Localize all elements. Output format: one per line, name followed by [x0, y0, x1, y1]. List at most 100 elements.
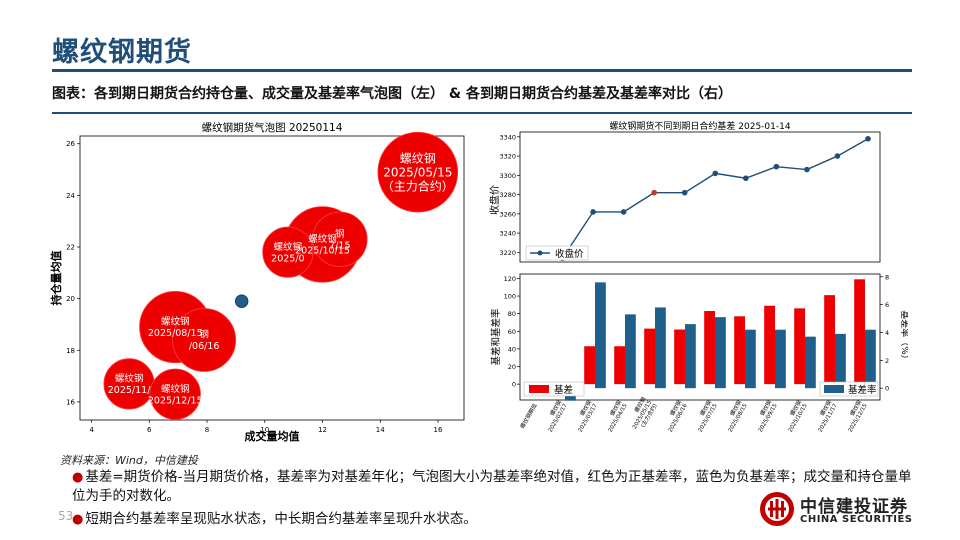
- bar-legend-basis: 基差: [554, 384, 573, 396]
- bar-basis: [824, 295, 835, 385]
- bar-legend-rate: 基差率: [848, 384, 877, 396]
- basis-line-chart: 螺纹钢期货不同到期日合约基差 2025-01-14 收盘价 3220 3240 32…: [488, 120, 881, 263]
- bar-ylabel: 基差和基差率: [490, 308, 502, 366]
- bar-basis: [794, 308, 805, 385]
- bubble-label: 螺纹钢: [161, 383, 190, 395]
- bar-y2-tick-label: 6: [885, 301, 889, 309]
- bar-basis: [674, 329, 685, 385]
- bubble-label: 钢: [335, 228, 345, 240]
- line-y-tick-label: 3220: [499, 249, 516, 257]
- line-point: [865, 135, 871, 142]
- bubble-label: 钢: [199, 329, 209, 341]
- line-y-tick-label: 3240: [499, 230, 516, 238]
- bubble-label: 2025/11/: [108, 385, 151, 396]
- bar-y2-tick-label: 0: [885, 385, 889, 393]
- note-conclusion-text: 短期合约基差率呈现贴水状态，中长期合约基差率呈现升水状态。: [85, 511, 477, 527]
- bubble-xlabel: 成交量均值: [245, 429, 300, 443]
- page-number: 53: [58, 509, 74, 523]
- source-note: 资料来源：Wind，中信建投: [60, 454, 198, 467]
- bubble-x-tick-label: 8: [205, 426, 209, 434]
- logo-emblem-icon: [760, 492, 794, 526]
- bubble-label: 2025/08/15: [148, 328, 203, 339]
- bar-plot-frame: [519, 273, 881, 401]
- bar-legend-left: 基差: [523, 381, 585, 397]
- bubble-label: （主力合约）: [382, 178, 454, 193]
- line-series-path: [531, 138, 869, 259]
- bubble-label: 螺纹钢: [274, 241, 303, 253]
- company-logo: 中信建投证券 CHINA SECURITIES: [758, 490, 918, 530]
- bar-basis: [764, 305, 775, 385]
- bar-y2-tick-label: 2: [885, 357, 889, 365]
- bubble-label: 螺纹钢: [400, 151, 436, 165]
- note-conclusion: ● 短期合约基差率呈现贴水状态，中长期合约基差率呈现升水状态。: [72, 510, 477, 529]
- bar-basis: [644, 328, 655, 385]
- bubble-label: 2025/05/15: [383, 165, 452, 179]
- line-plot-frame: [519, 131, 881, 263]
- bar-rate: [835, 333, 846, 389]
- line-legend: 收盘价: [525, 245, 589, 261]
- line-point: [712, 170, 719, 177]
- line-point: [590, 209, 596, 215]
- bar-y2-tick-label: 4: [885, 329, 889, 337]
- line-y-tick-label: 3340: [499, 133, 516, 141]
- bubble-point: [234, 294, 249, 308]
- bubble-label: 2025/12/15: [148, 395, 203, 406]
- caption-divider: [52, 112, 912, 114]
- line-y-tick-label: 3260: [499, 210, 516, 218]
- bar-y-tick-label: 60: [508, 328, 516, 336]
- bar-basis: [584, 346, 595, 385]
- page-title: 螺纹钢期货: [52, 37, 192, 68]
- line-point: [773, 163, 780, 170]
- line-point: [651, 189, 657, 196]
- line-y-tick-label: 3300: [499, 172, 516, 180]
- bar-y2label: 基差率（%）: [899, 310, 908, 364]
- bubble-y-tick-label: 26: [66, 140, 75, 148]
- bar-rate: [625, 314, 636, 389]
- bar-basis: [614, 346, 625, 385]
- line-point: [743, 175, 749, 182]
- bar-basis: [854, 279, 865, 385]
- bar-y2-tick-label: 8: [885, 273, 889, 281]
- bubble-label: 2025/0: [271, 253, 304, 264]
- bubble-y-tick-label: 16: [66, 398, 75, 406]
- bar-y-tick-label: 80: [508, 310, 516, 318]
- bubble-y-tick-label: 20: [66, 295, 75, 303]
- logo-name-cn: 中信建投证券: [800, 497, 908, 517]
- bubble-label: 螺纹钢: [115, 372, 144, 384]
- bar-y-tick-label: 100: [504, 293, 516, 301]
- bubble-point: [262, 226, 314, 278]
- bar-rate: [805, 336, 816, 389]
- bar-rate: [775, 329, 786, 389]
- note-definition-text: 基差=期货价格-当月期货价格，基差率为对基差年化；气泡图大小为基差率绝对值，红色…: [72, 469, 912, 504]
- logo-name-en: CHINA SECURITIES: [800, 514, 913, 525]
- bubble-ylabel: 持仓量均值: [49, 251, 63, 306]
- bubble-x-tick-label: 6: [147, 426, 152, 434]
- bubble-label: 7/15: [329, 240, 350, 251]
- bullet-icon: ●: [72, 470, 84, 485]
- bubble-label: 螺纹钢: [161, 316, 190, 328]
- bubble-x-tick-label: 10: [260, 426, 269, 434]
- line-y-tick-label: 3320: [499, 153, 516, 161]
- line-point: [681, 189, 688, 196]
- line-legend-label: 收盘价: [555, 248, 584, 260]
- bubble-y-tick-label: 18: [66, 347, 75, 355]
- bar-rate: [715, 317, 726, 389]
- title-divider: [52, 69, 912, 72]
- bubble-point: [172, 308, 237, 372]
- bar-basis: [704, 311, 715, 385]
- bubble-label: 螺纹钢: [308, 233, 337, 245]
- bubble-x-tick-label: 16: [434, 426, 443, 434]
- bubble-x-tick-label: 14: [376, 426, 385, 434]
- bar-x-tick-label: 螺纹钢期现: [518, 402, 539, 430]
- bubble-label: /06/16: [189, 341, 220, 352]
